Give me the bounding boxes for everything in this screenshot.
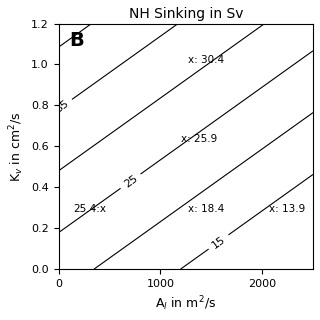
Text: x: 13.9: x: 13.9	[269, 204, 306, 214]
Text: x: 18.4: x: 18.4	[188, 204, 224, 214]
X-axis label: A$_l$ in m$^2$/s: A$_l$ in m$^2$/s	[155, 294, 216, 313]
Text: 35: 35	[53, 98, 71, 115]
Text: x: 30.4: x: 30.4	[188, 55, 224, 65]
Text: 25: 25	[122, 173, 139, 189]
Title: NH Sinking in Sv: NH Sinking in Sv	[129, 7, 243, 21]
Text: 25.4:x: 25.4:x	[74, 204, 107, 214]
Text: x: 25.9: x: 25.9	[181, 134, 217, 144]
Text: 15: 15	[210, 234, 227, 250]
Y-axis label: K$_v$ in cm$^2$/s: K$_v$ in cm$^2$/s	[7, 111, 26, 181]
Text: B: B	[69, 31, 84, 50]
